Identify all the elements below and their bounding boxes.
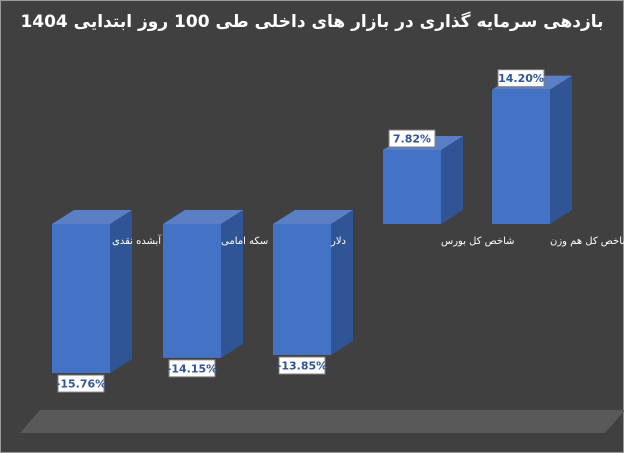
bar-side-1 [110,210,132,374]
data-label-3: -13.85% [277,360,327,373]
category-label-4: شاخص کل بورس [441,236,515,247]
category-label-5: شاخص کل هم وزن [550,236,624,247]
category-label-3: دلار [330,236,346,247]
chart-floor [20,410,624,433]
bar-side-5 [550,75,572,224]
data-label-box-3 [278,356,326,375]
bar-top-2 [163,210,243,224]
bar-1 [52,224,110,374]
bar-4 [383,150,441,224]
data-label-box-2 [168,359,216,378]
category-label-2: سکه امامی [221,236,268,247]
data-label-4: 7.82% [393,133,431,146]
bar-side-3 [331,210,353,356]
bar-5 [492,89,550,224]
bar-2 [163,224,221,358]
data-label-1: -15.76% [56,378,106,391]
bar-side-2 [221,210,243,358]
bar-top-3 [273,210,353,224]
bar-side-4 [441,136,463,224]
data-label-2: -14.15% [167,362,217,375]
bar-top-1 [52,210,132,224]
data-label-5: 14.20% [498,72,544,85]
chart-title: بازدهی سرمایه گذاری در بازار های داخلی ط… [20,12,604,32]
data-label-box-4 [388,129,436,148]
data-label-box-1 [57,374,105,393]
data-label-box-5 [497,69,545,88]
bar-3 [273,224,331,356]
